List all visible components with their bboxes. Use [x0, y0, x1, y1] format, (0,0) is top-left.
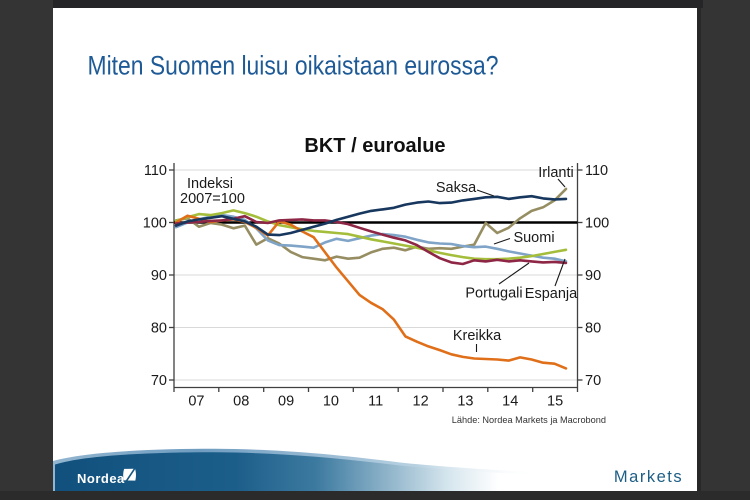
- svg-text:15: 15: [547, 394, 563, 410]
- svg-text:90: 90: [585, 268, 601, 284]
- svg-text:70: 70: [151, 373, 167, 389]
- svg-text:100: 100: [585, 216, 609, 232]
- svg-text:Kreikka: Kreikka: [453, 328, 502, 344]
- svg-text:07: 07: [188, 394, 204, 410]
- svg-text:Irlanti: Irlanti: [538, 165, 573, 181]
- svg-text:09: 09: [278, 394, 294, 410]
- svg-text:110: 110: [144, 163, 167, 179]
- svg-text:110: 110: [585, 163, 608, 179]
- svg-text:13: 13: [457, 394, 473, 410]
- svg-text:10: 10: [323, 394, 339, 410]
- svg-text:Markets: Markets: [614, 468, 683, 486]
- svg-text:2007=100: 2007=100: [180, 191, 245, 207]
- svg-text:100: 100: [143, 216, 167, 232]
- svg-text:Saksa: Saksa: [436, 180, 477, 196]
- svg-text:80: 80: [151, 321, 167, 337]
- svg-text:Espanja: Espanja: [525, 286, 578, 302]
- svg-text:Suomi: Suomi: [513, 230, 554, 246]
- svg-text:11: 11: [368, 394, 383, 410]
- svg-text:BKT / euroalue: BKT / euroalue: [304, 135, 445, 157]
- svg-text:90: 90: [151, 268, 167, 284]
- svg-text:Nordea: Nordea: [77, 471, 125, 486]
- svg-text:14: 14: [502, 394, 518, 410]
- svg-text:Lähde: Nordea Markets ja Macro: Lähde: Nordea Markets ja Macrobond: [452, 415, 606, 425]
- svg-text:08: 08: [233, 394, 249, 410]
- svg-text:Portugali: Portugali: [465, 286, 522, 302]
- svg-text:80: 80: [585, 321, 601, 337]
- svg-text:Miten Suomen luisu oikaistaan: Miten Suomen luisu oikaistaan eurossa?: [88, 51, 499, 81]
- svg-text:70: 70: [585, 373, 601, 389]
- svg-text:Indeksi: Indeksi: [187, 176, 233, 192]
- svg-text:12: 12: [413, 394, 429, 410]
